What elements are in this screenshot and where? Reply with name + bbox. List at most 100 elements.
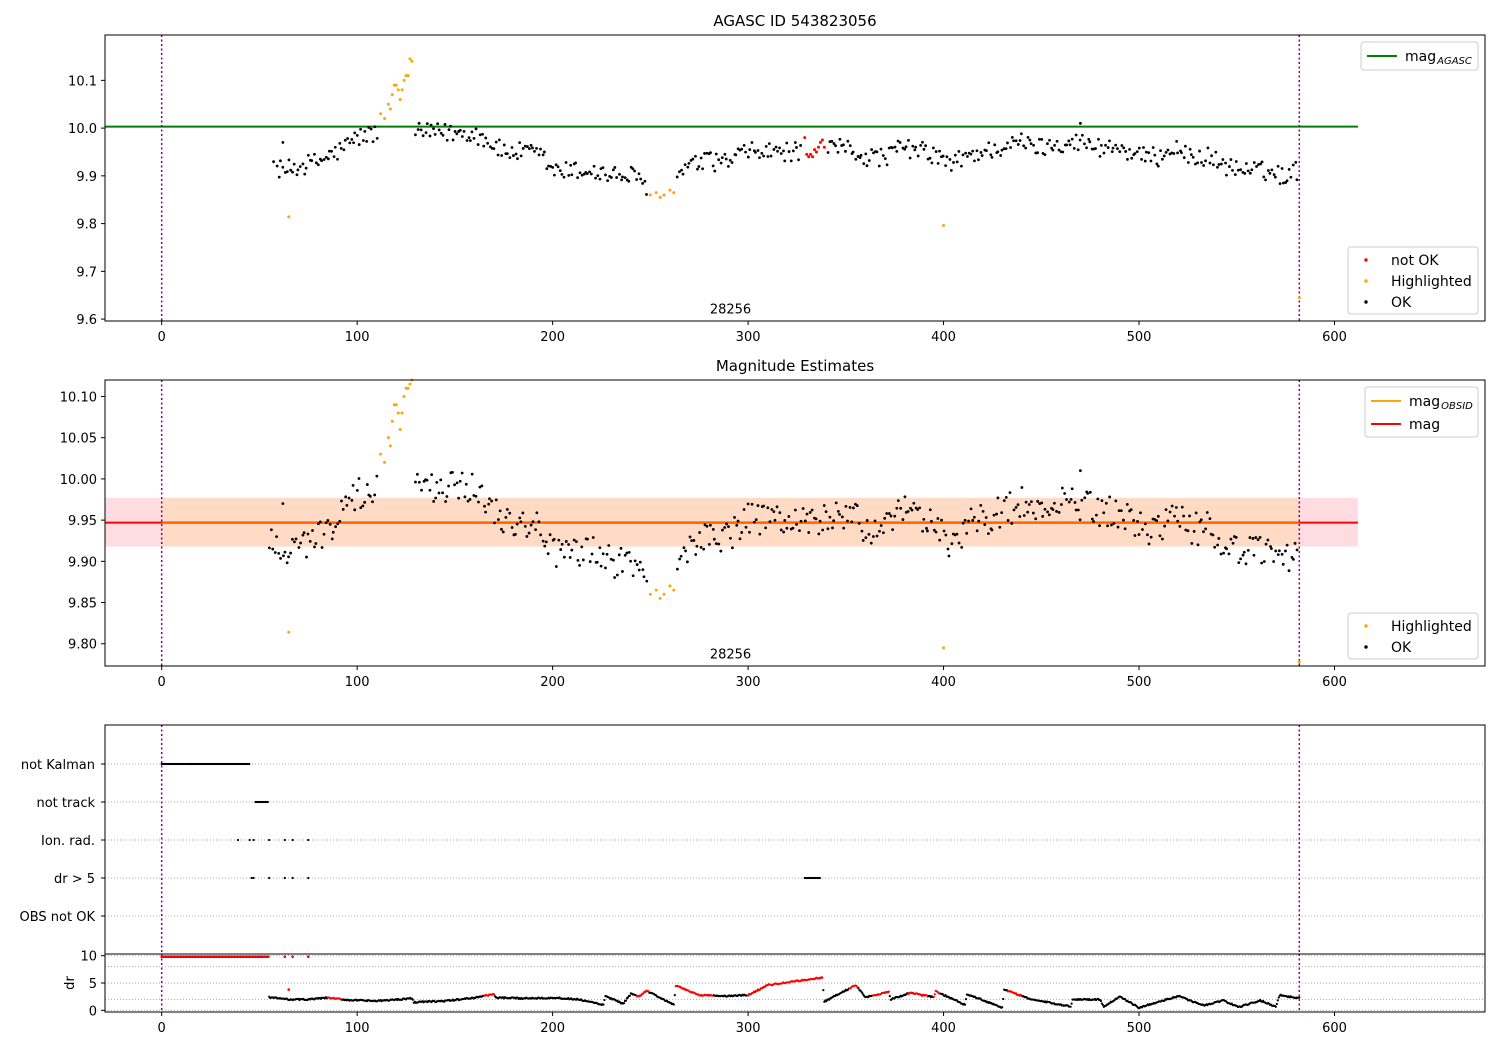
agasc-ok-point — [601, 166, 605, 170]
agasc-ok-point — [606, 179, 610, 183]
magnitude-ok-point — [1225, 547, 1228, 551]
agasc-ok-point — [1143, 159, 1147, 163]
agasc-ok-point — [567, 174, 571, 177]
agasc-ok-point — [1087, 137, 1091, 141]
magnitude-ok-point — [912, 501, 916, 505]
agasc-notok-point — [807, 155, 811, 159]
agasc-ok-point — [516, 157, 519, 161]
magnitude-ok-point — [519, 520, 523, 524]
agasc-notok-point — [822, 145, 826, 149]
agasc-ok-point — [879, 147, 883, 151]
magnitude-ytick-label: 9.90 — [68, 555, 97, 570]
magnitude-ok-point — [961, 521, 965, 525]
magnitude-ok-point — [544, 540, 548, 544]
agasc-ok-point — [421, 134, 425, 138]
magnitude-ok-point — [857, 521, 861, 525]
magnitude-xtick-label: 100 — [345, 675, 370, 690]
agasc-ok-point — [1217, 163, 1221, 166]
magnitude-ok-point — [807, 531, 811, 534]
magnitude-ok-point — [708, 523, 712, 527]
magnitude-ok-point — [1022, 514, 1026, 517]
agasc-ok-point — [310, 159, 314, 163]
agasc-ok-point — [1260, 160, 1264, 164]
magnitude-ok-point — [578, 564, 581, 567]
magnitude-ok-point — [575, 540, 578, 544]
agasc-ok-point — [1212, 163, 1215, 167]
magnitude-highlighted-point — [658, 596, 662, 600]
magnitude-ok-point — [444, 500, 448, 503]
magnitude-ok-point — [474, 494, 478, 498]
magnitude-ok-point — [721, 528, 724, 532]
agasc-ok-point — [941, 154, 945, 158]
agasc-highlighted-point — [654, 191, 658, 195]
magnitude-ok-point — [699, 545, 703, 549]
agasc-ok-point — [554, 163, 558, 167]
magnitude-ok-point — [875, 534, 879, 538]
agasc-ok-point — [1057, 148, 1061, 152]
agasc-ok-point — [1094, 147, 1097, 150]
dr-point — [622, 1002, 626, 1005]
agasc-ok-point — [437, 128, 441, 132]
agasc-ok-point — [921, 140, 924, 144]
agasc-ok-point — [846, 139, 850, 143]
magnitude-ok-point — [458, 479, 462, 483]
agasc-ok-point — [1287, 168, 1291, 171]
magnitude-ok-point — [576, 559, 580, 562]
agasc-ok-point — [776, 149, 779, 153]
magnitude-ok-point — [619, 546, 623, 550]
magnitude-ok-point — [570, 548, 574, 552]
magnitude-legend-box — [1347, 612, 1479, 660]
magnitude-ok-point — [416, 472, 419, 476]
magnitude-ok-point — [742, 508, 746, 511]
magnitude-ok-point — [1139, 511, 1142, 515]
agasc-ok-point — [371, 140, 375, 144]
magnitude-ok-point — [944, 533, 948, 537]
flag-point — [283, 876, 286, 880]
magnitude-ok-point — [1222, 551, 1225, 555]
magnitude-ok-point — [451, 470, 454, 474]
dr-point — [672, 1003, 675, 1006]
agasc-legend-line-label: mag — [1405, 49, 1436, 65]
agasc-ok-point — [746, 155, 750, 159]
agasc-ok-point — [355, 134, 359, 137]
magnitude-ok-point — [318, 520, 322, 524]
dr-point — [1070, 1002, 1073, 1005]
agasc-ok-point — [1206, 146, 1210, 150]
magnitude-ok-point — [1170, 504, 1174, 508]
magnitude-ok-point — [305, 555, 308, 559]
magnitude-ok-point — [695, 544, 699, 548]
agasc-ok-point — [916, 154, 920, 158]
agasc-legend-point-swatch — [1364, 258, 1368, 262]
agasc-ok-point — [1120, 144, 1124, 147]
magnitude-ok-point — [692, 539, 696, 542]
magnitude-ok-point — [1024, 500, 1028, 504]
magnitude-ok-point — [1211, 533, 1215, 537]
agasc-ok-point — [505, 152, 509, 156]
magnitude-ok-point — [1014, 506, 1018, 509]
agasc-ok-point — [934, 150, 938, 153]
agasc-ok-point — [580, 173, 584, 177]
dr-point — [944, 993, 947, 997]
magnitude-ok-point — [1146, 533, 1149, 537]
magnitude-ok-point — [1163, 524, 1167, 528]
agasc-highlighted-point — [410, 59, 414, 63]
magnitude-ok-point — [1196, 543, 1200, 547]
magnitude-ok-point — [371, 500, 374, 504]
agasc-ok-point — [1191, 155, 1195, 159]
magnitude-ok-point — [617, 553, 621, 557]
magnitude-ok-point — [1190, 542, 1194, 545]
magnitude-ok-point — [1043, 507, 1047, 511]
magnitude-ok-point — [308, 539, 312, 543]
agasc-ok-point — [740, 147, 744, 151]
magnitude-plot-frame — [104, 379, 1486, 667]
magnitude-highlighted-point — [1297, 660, 1301, 664]
magnitude-ok-point — [1074, 508, 1078, 512]
agasc-ok-point — [1078, 138, 1082, 142]
agasc-ok-point — [1231, 168, 1234, 172]
agasc-ok-point — [424, 131, 428, 135]
agasc-ok-point — [1172, 152, 1176, 155]
magnitude-ok-point — [1178, 524, 1182, 528]
magnitude-highlighted-point — [388, 444, 392, 448]
flag-point — [818, 876, 821, 880]
